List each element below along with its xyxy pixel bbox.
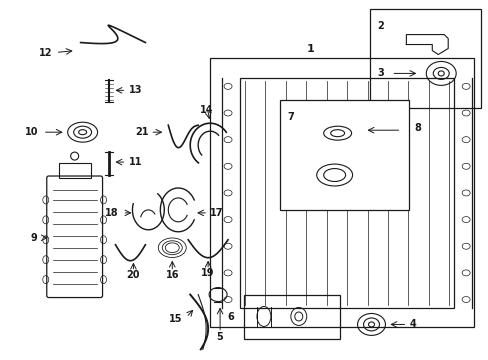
Text: 2: 2 <box>377 21 384 31</box>
Text: 1: 1 <box>306 44 314 54</box>
Bar <box>59 163 90 178</box>
Text: 20: 20 <box>126 270 140 280</box>
Text: 5: 5 <box>216 332 223 342</box>
Bar <box>369 9 480 108</box>
Bar <box>240 78 453 307</box>
Text: 21: 21 <box>135 127 148 137</box>
Text: 10: 10 <box>25 127 39 137</box>
Text: 12: 12 <box>39 49 53 58</box>
Text: 11: 11 <box>128 157 142 167</box>
Text: 7: 7 <box>287 112 294 122</box>
Text: 17: 17 <box>210 208 223 218</box>
Text: 15: 15 <box>168 314 182 324</box>
Text: 19: 19 <box>201 268 214 278</box>
Text: 6: 6 <box>227 312 234 322</box>
Bar <box>210 58 473 328</box>
Text: 4: 4 <box>408 319 415 329</box>
Text: 13: 13 <box>128 85 142 95</box>
Text: 9: 9 <box>30 233 37 243</box>
Text: 14: 14 <box>200 105 213 115</box>
Text: 18: 18 <box>104 208 118 218</box>
Bar <box>279 100 408 210</box>
Text: 8: 8 <box>413 123 420 133</box>
Bar <box>244 294 339 339</box>
Text: 16: 16 <box>165 270 179 280</box>
Text: 3: 3 <box>377 68 384 78</box>
